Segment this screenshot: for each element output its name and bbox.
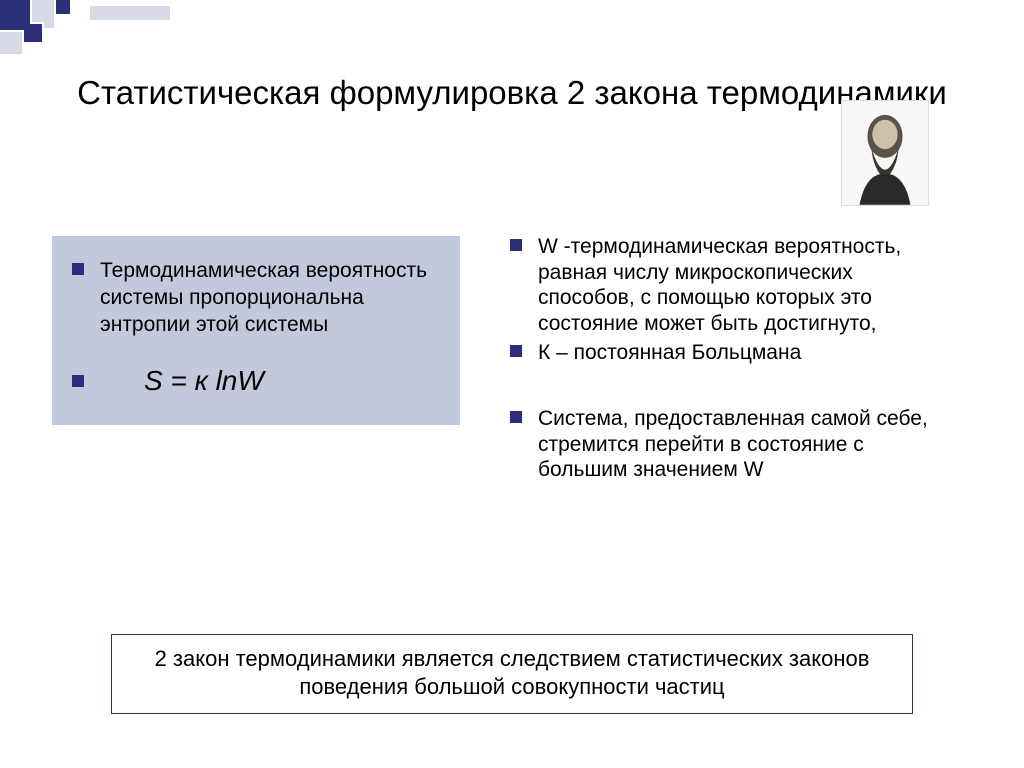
right-bullet-3-text: Система, предоставленная самой себе, стр…: [538, 406, 940, 483]
decor-square: [0, 32, 22, 54]
right-bullet-3: Система, предоставленная самой себе, стр…: [510, 406, 940, 483]
decor-square: [90, 6, 170, 20]
right-bullet-2: К – постоянная Больцмана: [510, 340, 940, 366]
portrait-image: [841, 100, 929, 206]
left-highlight-box: Термодинамическая вероятность системы пр…: [52, 236, 460, 425]
decor-square: [44, 18, 54, 28]
bullet-icon: [510, 239, 522, 251]
decor-square: [24, 24, 42, 42]
decor-square: [56, 0, 70, 14]
right-bullet-2-text: К – постоянная Больцмана: [538, 340, 801, 366]
left-formula-row: S = к lnW: [72, 365, 440, 397]
bottom-summary-text: 2 закон термодинамики является следствие…: [128, 645, 896, 701]
bottom-summary-box: 2 закон термодинамики является следствие…: [111, 634, 913, 714]
bullet-icon: [72, 375, 84, 387]
right-bullet-column: W -термодинамическая вероятность, равная…: [510, 234, 940, 487]
bullet-icon: [510, 345, 522, 357]
left-bullet-1-text: Термодинамическая вероятность системы пр…: [100, 258, 440, 339]
boltzmann-formula: S = к lnW: [144, 365, 264, 397]
bullet-icon: [72, 263, 84, 275]
right-bullet-1: W -термодинамическая вероятность, равная…: [510, 234, 940, 336]
bullet-icon: [510, 411, 522, 423]
corner-decoration: [0, 0, 200, 60]
right-bullet-1-text: W -термодинамическая вероятность, равная…: [538, 234, 940, 336]
left-bullet-1: Термодинамическая вероятность системы пр…: [72, 258, 440, 339]
